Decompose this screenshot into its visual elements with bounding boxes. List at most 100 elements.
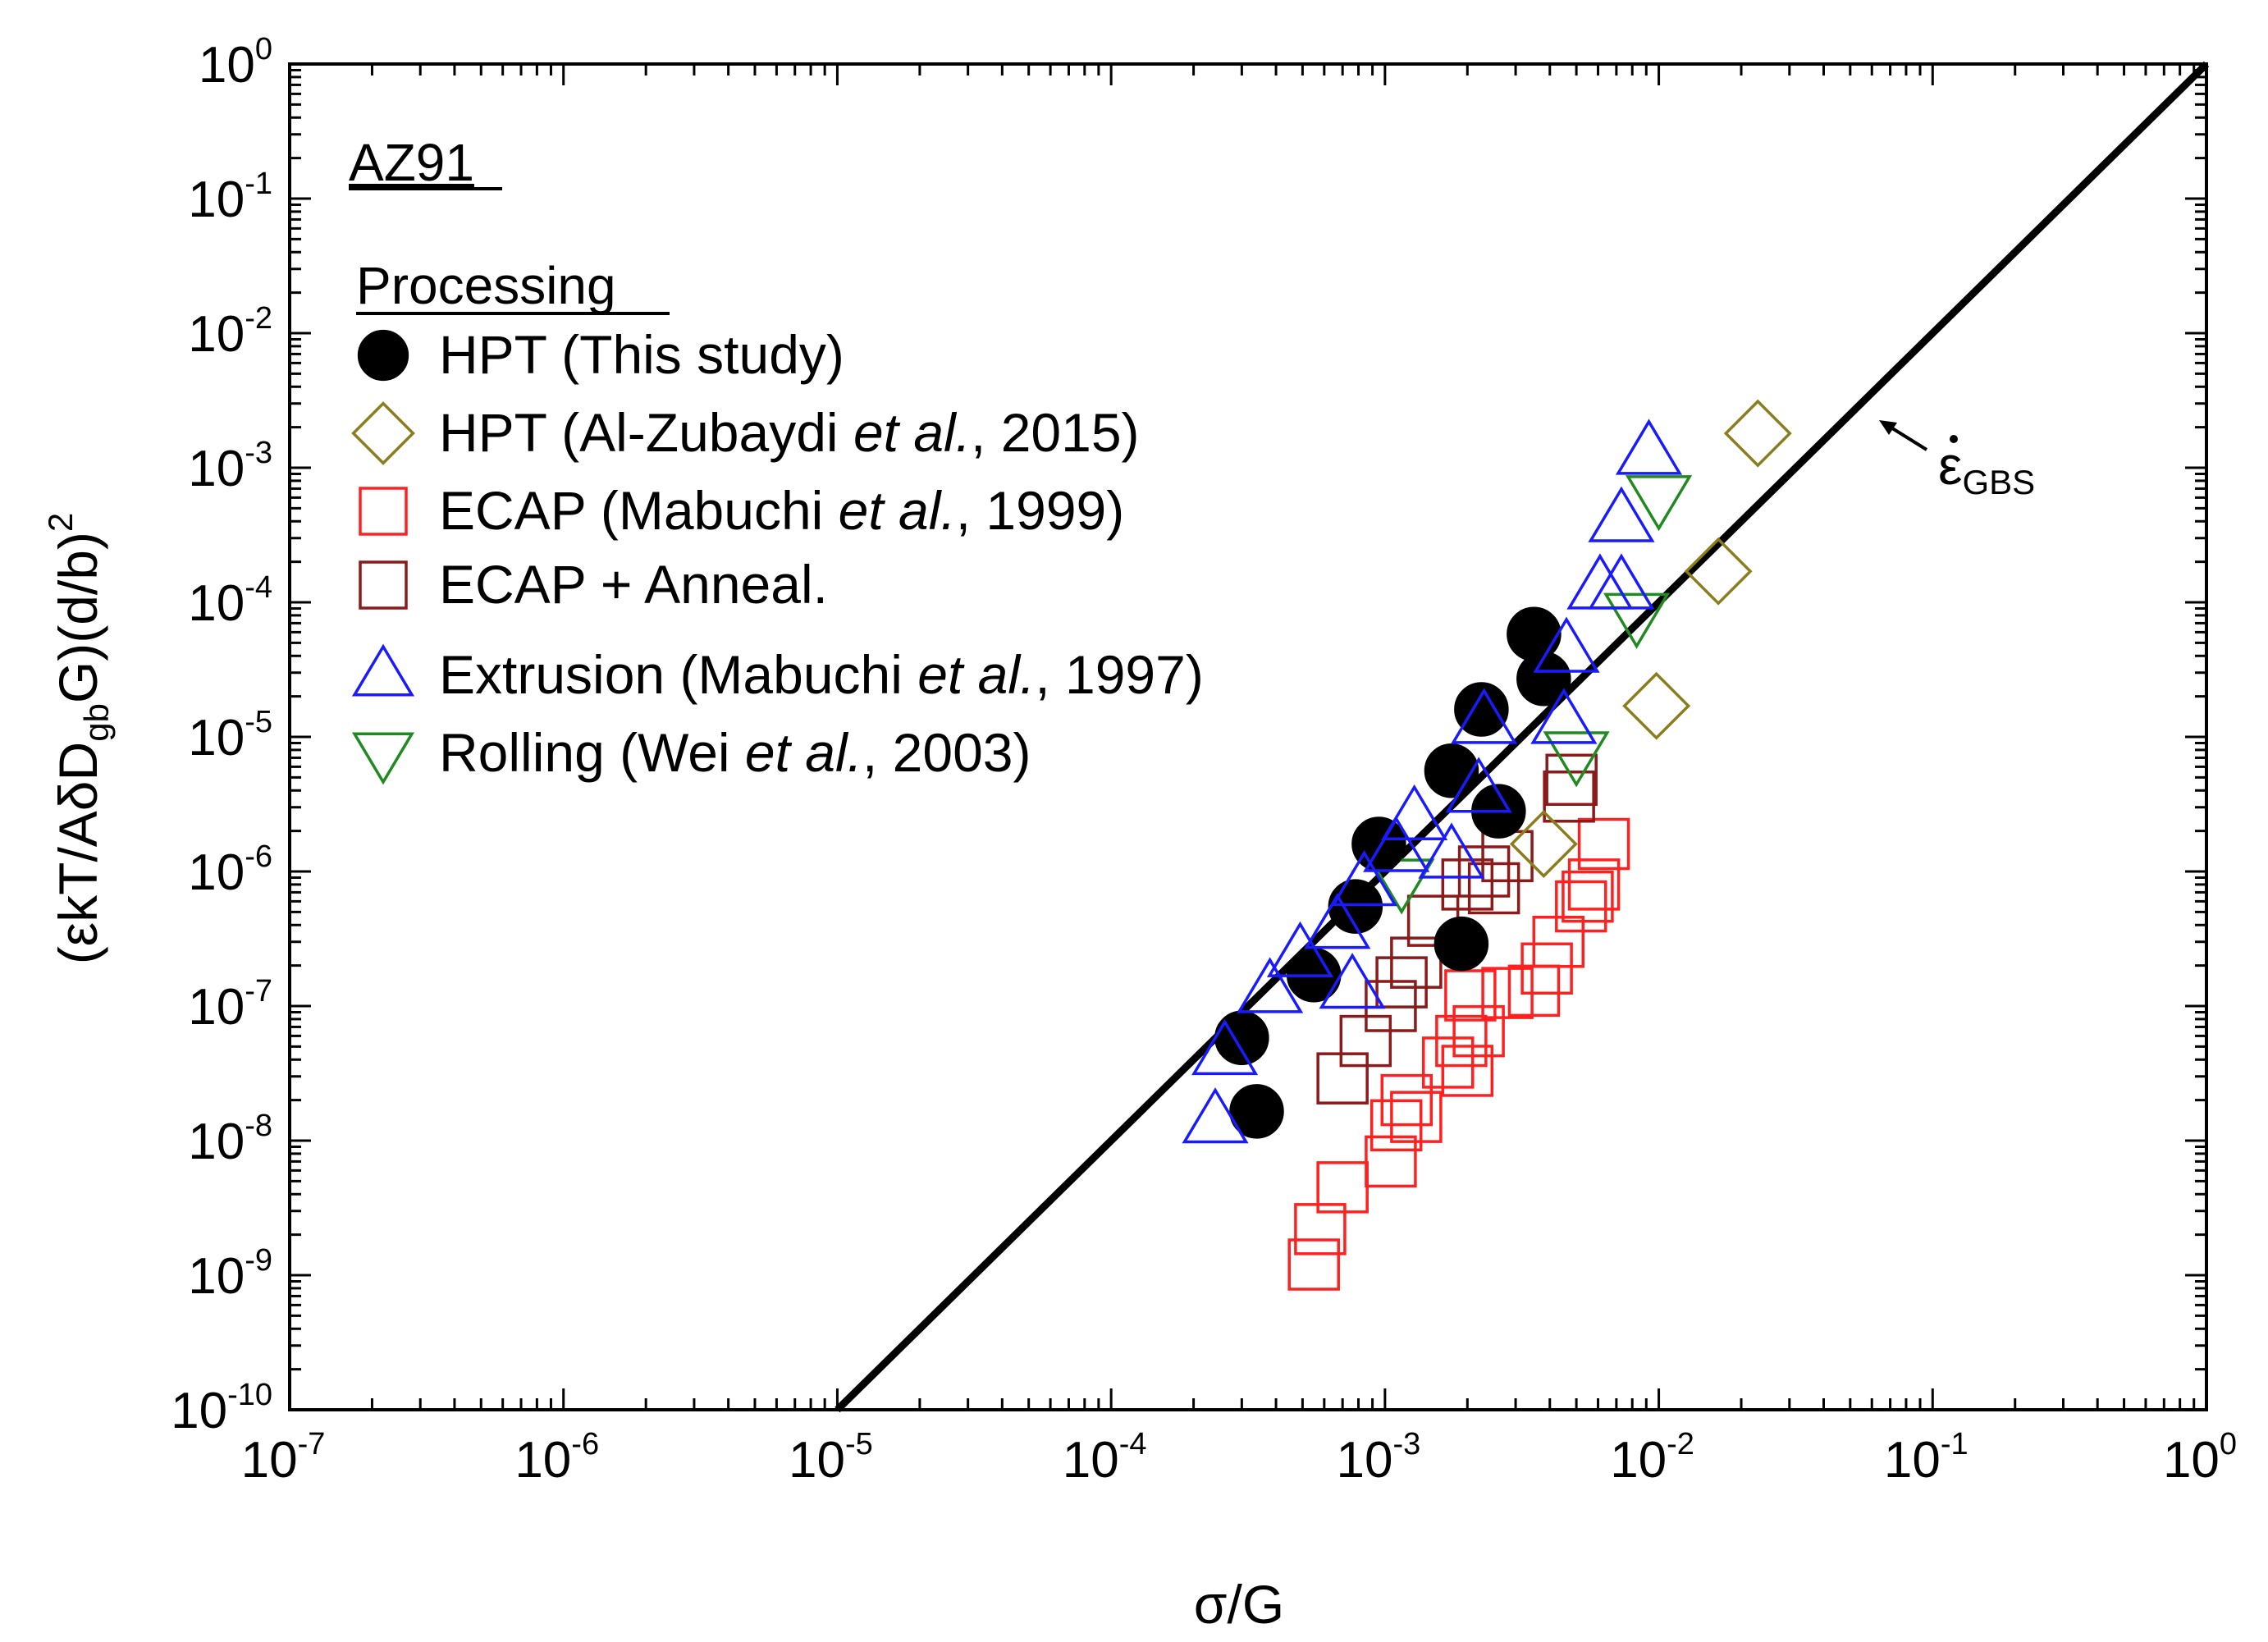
y-tick-label: 10-6	[188, 839, 272, 901]
y-tick-base: 10	[188, 1114, 245, 1170]
data-point	[1622, 671, 1691, 740]
data-point	[1545, 753, 1598, 807]
x-tick-base: 10	[514, 1432, 571, 1489]
data-point	[1237, 957, 1304, 1013]
data-point	[1555, 880, 1607, 933]
legend-label: HPT (Al-Zubaydi et al., 2015)	[439, 402, 1140, 463]
legend-label: ECAP + Anneal.	[439, 554, 828, 615]
x-tick-base: 10	[241, 1432, 298, 1489]
legend-marker	[351, 401, 415, 465]
legend-marker	[359, 487, 408, 536]
legend-label: Rolling (Wei et al., 2003)	[439, 722, 1031, 783]
y-tick-label: 100	[199, 32, 272, 94]
axis-labels: 10-7 10-6 10-5 10-4 10-3 10-2 10-1 10010-1010-9…	[171, 32, 2237, 1489]
data-point	[1562, 870, 1614, 923]
data-point	[1434, 916, 1489, 972]
x-tick-exp: -6	[571, 1427, 599, 1461]
legend-label-part: , 2015)	[971, 402, 1139, 463]
svg-text:(εkT/AδDgbG)(d/b)2: (εkT/AδDgbG)(d/b)2	[41, 513, 116, 965]
svg-text:εGBS: εGBS	[1938, 435, 2035, 501]
data-point	[1422, 1036, 1475, 1089]
x-tick-label: 10-2	[1610, 1427, 1694, 1489]
data-point	[1435, 1014, 1488, 1068]
data-point	[1450, 688, 1518, 744]
x-tick-label: 10-5	[789, 1427, 873, 1489]
y-tick-exp: -1	[245, 167, 272, 201]
data-point	[1507, 606, 1562, 662]
data-point	[1441, 858, 1494, 911]
y-tick-exp: -2	[245, 301, 272, 336]
legend-label-part: et al.	[839, 480, 956, 541]
y-tick-exp: -6	[245, 839, 272, 874]
y-title-rate: ε	[48, 922, 108, 946]
legend-label-part: et al.	[853, 402, 971, 463]
data-point	[1543, 731, 1610, 788]
y-tick-base: 10	[188, 710, 245, 766]
data-point	[1577, 817, 1630, 871]
data-point	[1381, 784, 1448, 840]
x-tick-base: 10	[1336, 1432, 1392, 1489]
y-tick-exp: 0	[255, 32, 272, 66]
data-point	[1266, 921, 1334, 977]
data-point	[1520, 942, 1573, 995]
legend-label-part: et al.	[917, 644, 1035, 705]
data-point	[1516, 652, 1571, 707]
data-point	[1363, 816, 1430, 872]
alloy-label: AZ91	[349, 133, 474, 192]
y-tick-exp: -8	[245, 1109, 272, 1143]
gbs-arrow-head	[1879, 420, 1897, 435]
x-tick-exp: 0	[2220, 1427, 2237, 1461]
y-tick-base: 10	[199, 37, 255, 94]
data-point	[1588, 553, 1655, 610]
y-tick-base: 10	[188, 441, 245, 497]
axis-ticks	[288, 64, 2206, 1411]
x-tick-exp: -7	[298, 1427, 326, 1461]
data-point	[1533, 616, 1600, 673]
data-point	[1365, 1135, 1417, 1188]
data-point	[1287, 1238, 1340, 1291]
x-tick-label: 100	[2163, 1427, 2237, 1489]
legend-label: HPT (This study)	[439, 324, 844, 385]
data-point	[1368, 858, 1435, 915]
data-point	[1509, 810, 1578, 878]
data-point	[1567, 858, 1621, 911]
data-point	[1424, 743, 1479, 798]
data-point	[1530, 688, 1598, 744]
x-tick-exp: -1	[1941, 1427, 1968, 1461]
data-point	[1182, 1087, 1249, 1144]
data-point	[1390, 1091, 1443, 1143]
x-tick-label: 10-7	[241, 1427, 326, 1489]
x-tick-base: 10	[789, 1432, 845, 1489]
gbs-symbol: ε	[1938, 435, 1962, 496]
data-point	[1625, 475, 1693, 532]
y-tick-exp: -9	[245, 1243, 272, 1278]
legend-marker	[359, 560, 408, 610]
legend-label-part: ECAP + Anneal.	[439, 554, 828, 615]
gbs-dot	[1950, 435, 1958, 443]
y-tick-label: 10-2	[188, 301, 272, 363]
data-point	[1294, 1203, 1347, 1256]
y-tick-exp: -3	[245, 436, 272, 470]
gbs-reference-line	[834, 61, 2210, 1413]
y-tick-base: 10	[171, 1383, 227, 1439]
data-points-layer	[1182, 399, 1792, 1291]
data-point	[1452, 1004, 1505, 1058]
data-point	[1588, 486, 1655, 542]
x-tick-label: 10-6	[514, 1427, 599, 1489]
y-title-sub1: gb	[77, 703, 116, 742]
y-tick-label: 10-7	[188, 974, 272, 1036]
data-point	[1191, 1018, 1259, 1076]
gbs-sub: GBS	[1962, 463, 2035, 501]
legend-label-part: , 1999)	[956, 480, 1124, 541]
data-point	[1441, 1045, 1494, 1097]
data-point	[1615, 419, 1683, 475]
y-tick-base: 10	[188, 844, 245, 901]
x-tick-base: 10	[1610, 1432, 1667, 1489]
series-4	[1182, 419, 1683, 1144]
data-point	[1445, 757, 1512, 813]
data-point	[1467, 862, 1520, 915]
y-tick-base: 10	[188, 1248, 245, 1305]
y-tick-label: 10-1	[188, 167, 272, 228]
data-point	[1684, 537, 1753, 606]
